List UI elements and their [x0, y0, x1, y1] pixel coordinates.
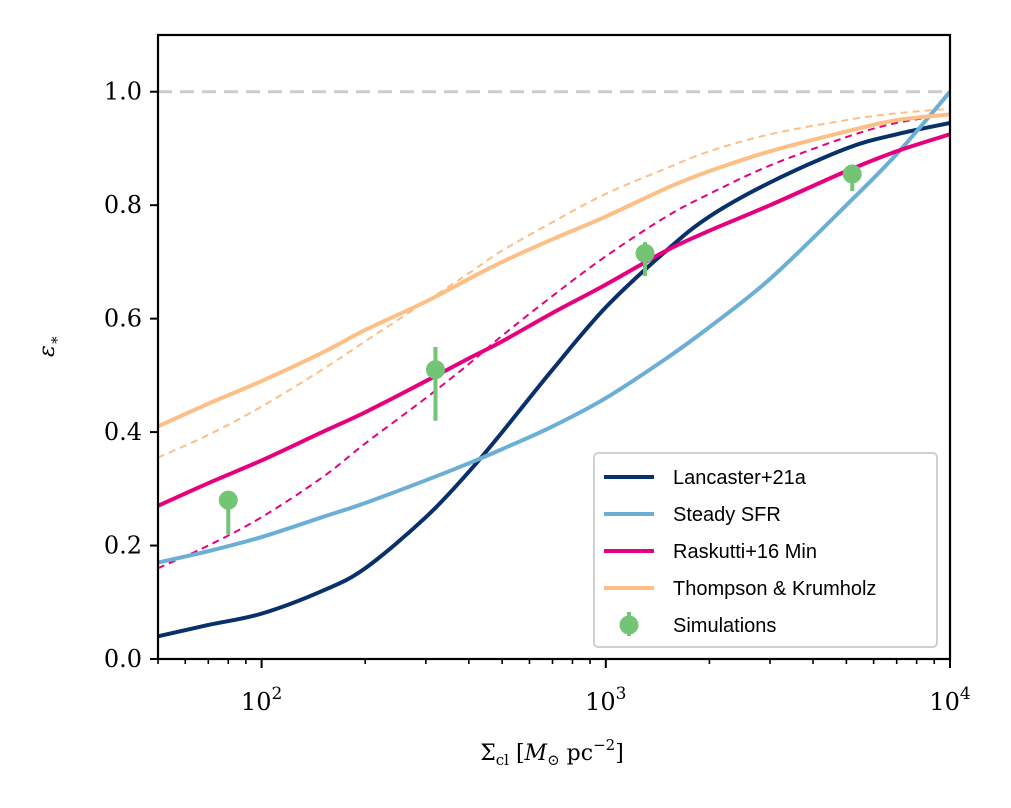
legend-label-raskutti-16-min: Raskutti+16 Min [673, 541, 817, 563]
x-tick-label: 104 [929, 684, 970, 716]
legend-label-lancaster-21a: Lancaster+21a [673, 467, 807, 489]
y-tick-label: 0.2 [104, 532, 142, 560]
y-tick-label: 0.8 [104, 191, 142, 219]
simulation-point-3 [842, 164, 862, 184]
simulation-point-1 [425, 360, 445, 380]
legend-label-steady-sfr: Steady SFR [673, 504, 781, 526]
legend-box [593, 452, 938, 648]
y-tick-label: 1.0 [104, 78, 142, 106]
y-tick-label: 0.4 [104, 418, 142, 446]
series-line-lancaster-21a [158, 120, 950, 639]
y-tick-label: 0.6 [104, 305, 142, 333]
series-line-raskutti-16-min [158, 132, 950, 508]
y-tick-label: 0.0 [104, 645, 142, 673]
y-axis-label-text: ε∗ [35, 335, 63, 357]
plot-contents [158, 90, 950, 639]
series-line-raskutti-16-min-dashed [158, 113, 950, 570]
y-axis-label: ε∗ [35, 335, 63, 357]
legend-label-thompson-krumholz: Thompson & Krumholz [673, 578, 876, 600]
series-line-steady-sfr [158, 90, 950, 565]
legend-swatch-marker [619, 615, 639, 635]
series-line-thompson-krumholz [158, 112, 950, 429]
simulation-point-2 [635, 243, 655, 263]
legend: Lancaster+21a Steady SFR Raskutti+16 Min Th… [593, 452, 938, 648]
plot-area [158, 90, 950, 639]
axes: 0.0 0.2 0.4 0.6 0.8 1.0 102 103 104 [104, 33, 971, 716]
simulation-point-0 [218, 490, 238, 510]
series-line-thompson-krumholz-dashed [158, 107, 950, 459]
axes-frame [156, 33, 952, 661]
x-tick-label: 103 [585, 684, 626, 716]
legend-label-simulations: Simulations [673, 615, 776, 637]
x-tick-label: 102 [241, 684, 282, 716]
